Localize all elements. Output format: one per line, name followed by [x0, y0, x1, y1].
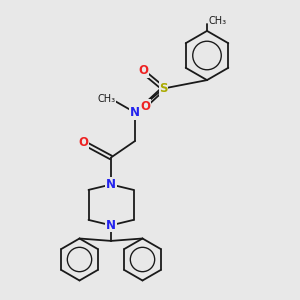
- Text: O: O: [78, 136, 88, 149]
- Text: N: N: [106, 219, 116, 232]
- Text: O: O: [140, 100, 151, 113]
- Text: O: O: [139, 64, 149, 77]
- Text: N: N: [106, 178, 116, 191]
- Text: S: S: [159, 82, 168, 95]
- Text: CH₃: CH₃: [208, 16, 226, 26]
- Text: CH₃: CH₃: [98, 94, 116, 104]
- Text: N: N: [130, 106, 140, 119]
